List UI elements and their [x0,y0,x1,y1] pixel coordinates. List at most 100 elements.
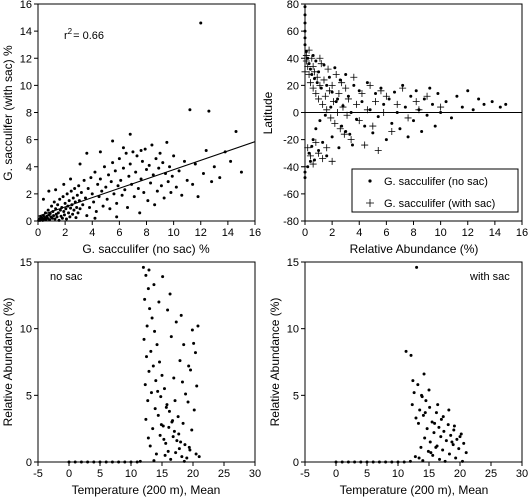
data-point-with-sac [338,79,346,87]
data-point [93,170,97,174]
data-point [75,205,79,209]
data-point [110,460,114,464]
data-point [471,108,475,112]
data-point [355,117,359,121]
data-point [393,90,397,94]
data-point-with-sac [323,144,331,152]
data-point [115,201,119,205]
data-point [450,440,454,444]
data-point-with-sac [329,98,337,106]
data-point [170,174,174,178]
data-points [67,265,201,464]
y-tick-label: 4 [26,162,32,174]
data-point [303,5,307,9]
data-point [176,415,180,419]
data-point [71,196,75,200]
data-point [457,447,461,451]
data-point [65,192,69,196]
data-point [168,165,172,169]
data-point [172,429,176,433]
data-point [423,436,427,440]
data-point [147,163,151,167]
data-point [477,97,481,101]
data-point [96,182,100,186]
data-point [171,435,175,439]
data-point-with-sac [301,163,309,171]
data-point [414,416,418,420]
data-point [72,208,76,212]
data-point [166,308,170,312]
data-point [314,127,318,131]
data-point [159,395,163,399]
data-point [172,376,176,380]
data-point [338,78,342,82]
legend-label-with-sac: G. sacculifer (with sac) [384,198,495,210]
x-tick-label: 5 [364,468,370,480]
data-point [411,379,415,383]
data-point [311,138,315,142]
data-point [61,195,65,199]
data-point [161,275,165,279]
data-point [439,417,443,421]
data-point-with-sac [309,84,317,92]
data-point [178,359,182,363]
data-point [146,399,150,403]
data-point [121,166,125,170]
data-point [314,59,318,63]
data-point [181,421,185,425]
data-point [149,181,153,185]
data-point [86,460,90,464]
data-point [52,214,56,218]
data-point-with-sac [312,90,320,98]
x-tick-label: -5 [33,468,43,480]
x-tick-label: 12 [195,227,207,239]
data-point [204,148,208,152]
plot-frame [37,3,256,222]
data-point-with-sac [355,117,363,125]
panel-latitude: 0 2 4 6 8 10 12 14 16 -80 -60 -40 -20 0 20 40 60 80 G. s… [261,0,528,256]
y-tick-label: 14 [20,26,32,38]
y-tick-label: 8 [26,108,32,120]
data-point [460,459,464,463]
data-point-with-sac [324,65,332,73]
x-tick-label: 10 [392,468,404,480]
data-point [357,89,361,93]
data-point [180,380,184,384]
data-point [160,373,164,377]
data-point [78,207,82,211]
data-point [340,124,344,128]
data-point [48,218,52,222]
data-point-with-sac [372,98,380,106]
data-point [447,452,451,456]
data-point [188,108,192,112]
data-point [382,102,386,106]
data-point [135,460,139,464]
data-point-with-sac [380,109,388,116]
x-tick-label: 5 [97,468,103,480]
data-point [398,127,402,131]
y-tick-label: 10 [20,80,32,92]
data-point [152,459,156,463]
data-point [452,428,456,432]
y-tick-label: 20 [287,80,299,92]
data-point [184,392,188,396]
data-point [365,460,369,464]
data-point [409,353,413,357]
x-tick-label: 4 [356,227,362,239]
data-point [311,54,315,58]
data-point [210,180,214,184]
data-point-with-sac [305,46,313,54]
data-point [190,328,194,332]
data-points [301,5,508,180]
data-point [179,440,183,444]
data-point [429,451,433,455]
data-point [164,441,168,445]
r-squared-annotation: r2= 0.66 [64,27,104,42]
data-point [150,143,154,147]
y-tick-label: 0 [293,108,299,120]
data-point [229,159,233,163]
data-point [423,411,427,415]
legend: G. sacculifer (no sac) G. sacculifer (wi… [351,168,519,213]
x-tick-label: 25 [218,468,230,480]
data-point [71,212,75,216]
